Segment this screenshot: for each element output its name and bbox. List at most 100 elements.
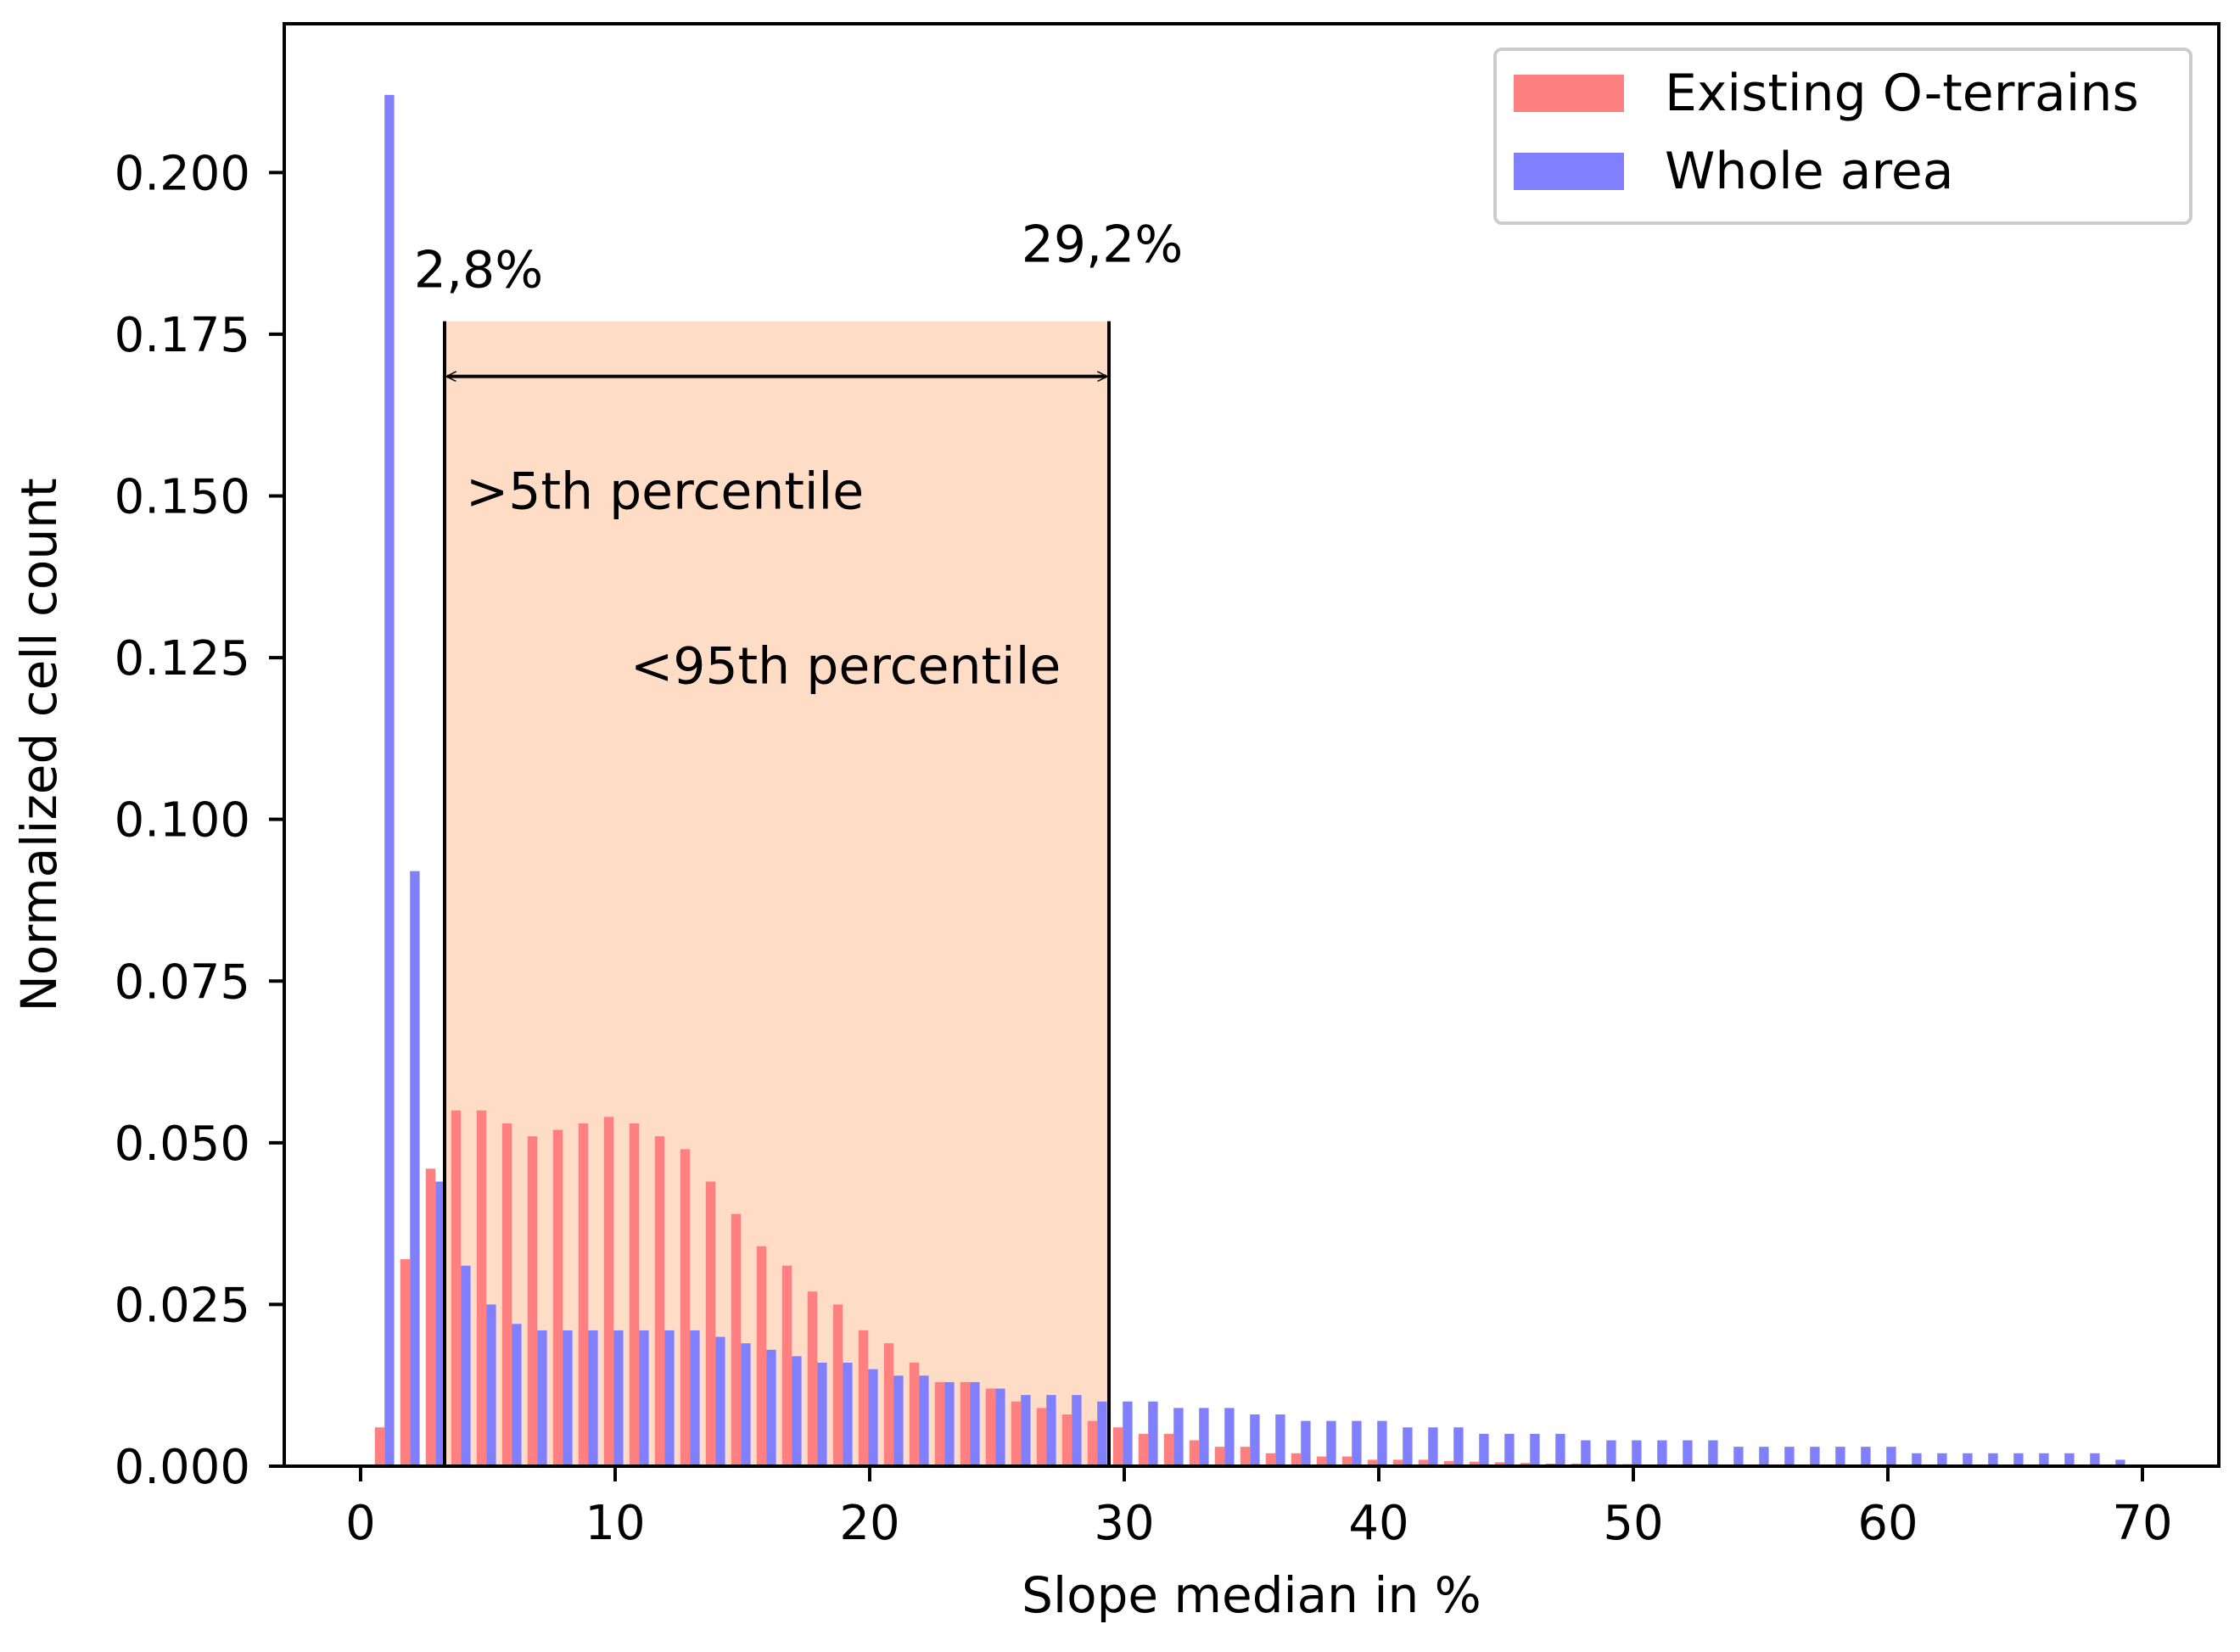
- bar-whole-area-5: [486, 1304, 496, 1466]
- bar-whole-area-11: [639, 1330, 649, 1466]
- bar-whole-area-58: [1835, 1447, 1845, 1466]
- bar-existing-o-terrains-21: [883, 1343, 894, 1466]
- bar-existing-o-terrains-36: [1265, 1453, 1276, 1466]
- bar-whole-area-19: [843, 1363, 853, 1466]
- bar-existing-o-terrains-22: [909, 1363, 920, 1466]
- legend-swatch-existing-o-terrains: [1514, 75, 1624, 112]
- bar-existing-o-terrains-40: [1367, 1459, 1378, 1466]
- bar-whole-area-57: [1810, 1447, 1820, 1466]
- bar-whole-area-45: [1504, 1433, 1515, 1466]
- bar-existing-o-terrains-23: [934, 1381, 945, 1466]
- bar-existing-o-terrains-44: [1469, 1461, 1480, 1466]
- bar-whole-area-55: [1759, 1447, 1769, 1466]
- y-tick-label: 0.000: [115, 1440, 250, 1495]
- bar-whole-area-63: [1963, 1453, 1973, 1466]
- bar-existing-o-terrains-41: [1392, 1459, 1403, 1466]
- bar-whole-area-38: [1326, 1420, 1336, 1466]
- bar-whole-area-69: [2115, 1459, 2125, 1466]
- bar-existing-o-terrains-37: [1291, 1453, 1302, 1466]
- bar-whole-area-29: [1097, 1401, 1107, 1466]
- bar-whole-area-33: [1199, 1408, 1209, 1466]
- bar-whole-area-43: [1453, 1427, 1464, 1466]
- legend-swatch-whole-area: [1514, 153, 1624, 190]
- bar-whole-area-65: [2013, 1453, 2024, 1466]
- bar-whole-area-36: [1275, 1414, 1285, 1466]
- upper-bound-annotation: <95th percentile: [630, 637, 1061, 697]
- bar-whole-area-32: [1173, 1408, 1184, 1466]
- x-axis-label: Slope median in %: [1022, 1566, 1481, 1624]
- y-tick-label: 0.150: [115, 470, 250, 525]
- bar-existing-o-terrains-32: [1163, 1433, 1174, 1466]
- bar-existing-o-terrains-8: [552, 1129, 563, 1466]
- bar-existing-o-terrains-1: [374, 1427, 385, 1466]
- bar-existing-o-terrains-27: [1036, 1408, 1047, 1466]
- x-tick-label: 20: [839, 1496, 899, 1551]
- x-tick-label: 60: [1857, 1496, 1918, 1551]
- bar-whole-area-49: [1606, 1440, 1616, 1466]
- x-tick-label: 0: [345, 1496, 376, 1551]
- bar-existing-o-terrains-39: [1341, 1456, 1352, 1466]
- bar-existing-o-terrains-2: [400, 1259, 411, 1466]
- bar-existing-o-terrains-45: [1494, 1462, 1505, 1466]
- bar-whole-area-54: [1733, 1447, 1744, 1466]
- bar-whole-area-62: [1937, 1453, 1947, 1466]
- bar-whole-area-31: [1148, 1401, 1158, 1466]
- x-tick-label: 40: [1348, 1496, 1408, 1551]
- bar-whole-area-1: [384, 94, 395, 1467]
- bar-whole-area-35: [1250, 1414, 1260, 1466]
- bar-existing-o-terrains-11: [629, 1123, 640, 1466]
- bar-whole-area-64: [1988, 1453, 1998, 1466]
- bar-whole-area-13: [690, 1330, 700, 1466]
- bar-existing-o-terrains-34: [1214, 1447, 1225, 1466]
- bar-whole-area-25: [995, 1388, 1005, 1466]
- bar-whole-area-34: [1224, 1408, 1235, 1466]
- x-tick-label: 30: [1094, 1496, 1154, 1551]
- bar-whole-area-60: [1886, 1447, 1896, 1466]
- bar-whole-area-9: [588, 1330, 598, 1466]
- bar-whole-area-16: [766, 1349, 776, 1466]
- bar-whole-area-30: [1123, 1401, 1133, 1466]
- bar-existing-o-terrains-25: [985, 1388, 996, 1466]
- lower-bound-annotation: >5th percentile: [466, 462, 864, 522]
- y-tick-label: 0.100: [115, 793, 250, 848]
- bar-existing-o-terrains-24: [960, 1381, 971, 1466]
- bar-whole-area-52: [1683, 1440, 1693, 1466]
- bar-whole-area-41: [1403, 1427, 1413, 1466]
- bar-whole-area-17: [792, 1356, 802, 1466]
- bar-existing-o-terrains-9: [578, 1123, 589, 1466]
- bar-whole-area-27: [1046, 1395, 1056, 1466]
- y-tick-label: 0.050: [115, 1117, 250, 1172]
- bar-whole-area-50: [1632, 1440, 1642, 1466]
- bar-whole-area-53: [1708, 1440, 1718, 1466]
- bar-whole-area-3: [435, 1181, 445, 1466]
- bar-whole-area-51: [1657, 1440, 1667, 1466]
- bar-whole-area-15: [741, 1343, 751, 1466]
- upper-percent-annotation: 29,2%: [1022, 216, 1184, 275]
- bar-whole-area-42: [1428, 1427, 1438, 1466]
- bar-whole-area-12: [664, 1330, 675, 1466]
- bar-existing-o-terrains-13: [680, 1149, 691, 1466]
- bar-whole-area-21: [893, 1375, 904, 1466]
- bar-existing-o-terrains-33: [1189, 1440, 1200, 1466]
- bar-whole-area-23: [944, 1381, 955, 1466]
- bar-whole-area-59: [1861, 1447, 1871, 1466]
- x-tick-label: 70: [2112, 1496, 2172, 1551]
- y-tick-label: 0.025: [115, 1278, 250, 1333]
- bar-whole-area-39: [1352, 1420, 1362, 1466]
- legend-label-existing-o-terrains: Existing O-terrains: [1665, 64, 2139, 123]
- bar-whole-area-56: [1784, 1447, 1795, 1466]
- bar-existing-o-terrains-6: [501, 1123, 512, 1466]
- bar-whole-area-22: [919, 1375, 929, 1466]
- y-tick-label: 0.175: [115, 308, 250, 363]
- bar-existing-o-terrains-31: [1138, 1433, 1149, 1466]
- bar-existing-o-terrains-10: [603, 1117, 614, 1466]
- bar-whole-area-26: [1021, 1395, 1031, 1466]
- bar-existing-o-terrains-12: [654, 1136, 665, 1466]
- bar-existing-o-terrains-38: [1316, 1456, 1327, 1466]
- x-tick-label: 50: [1603, 1496, 1663, 1551]
- bar-existing-o-terrains-19: [832, 1304, 843, 1466]
- bar-existing-o-terrains-35: [1240, 1447, 1251, 1466]
- bar-whole-area-48: [1581, 1440, 1591, 1466]
